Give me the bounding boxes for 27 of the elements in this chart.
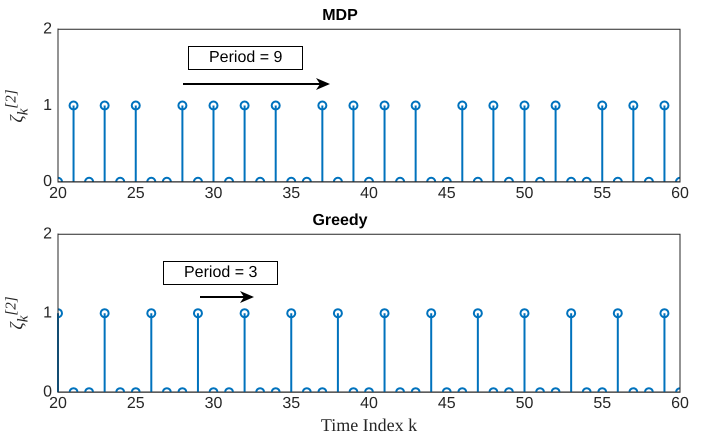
x-tick-label: 40 bbox=[360, 184, 378, 202]
annotation: Period = 9 bbox=[188, 46, 304, 70]
x-tick-label: 50 bbox=[516, 184, 534, 202]
x-tick-label: 45 bbox=[438, 395, 456, 412]
x-tick-label: 60 bbox=[671, 395, 689, 412]
x-tick-label: 60 bbox=[671, 184, 689, 202]
x-axis-title: Time Index k bbox=[320, 414, 418, 435]
x-tick-label: 50 bbox=[516, 395, 534, 412]
x-tick-label: 55 bbox=[593, 395, 612, 412]
y-tick-label: 2 bbox=[43, 226, 52, 243]
x-tick-label: 20 bbox=[49, 184, 67, 202]
x-tick-label: 25 bbox=[126, 395, 145, 412]
x-tick-label: 35 bbox=[282, 395, 300, 412]
y-tick-label: 1 bbox=[43, 96, 52, 114]
x-tick-label: 20 bbox=[49, 395, 67, 412]
y-tick-label: 1 bbox=[43, 304, 52, 322]
x-tick-label: 30 bbox=[204, 395, 222, 412]
x-tick-label: 40 bbox=[360, 395, 378, 412]
x-tick-label: 30 bbox=[204, 184, 222, 202]
y-tick-label: 2 bbox=[43, 20, 52, 38]
annotation: Period = 3 bbox=[163, 261, 278, 285]
x-tick-label: 35 bbox=[282, 184, 300, 202]
chart-title: Greedy bbox=[312, 212, 368, 230]
x-tick-label: 45 bbox=[438, 184, 456, 202]
x-tick-label: 55 bbox=[593, 184, 612, 202]
chart-title: MDP bbox=[322, 7, 358, 24]
x-tick-label: 25 bbox=[126, 184, 145, 202]
